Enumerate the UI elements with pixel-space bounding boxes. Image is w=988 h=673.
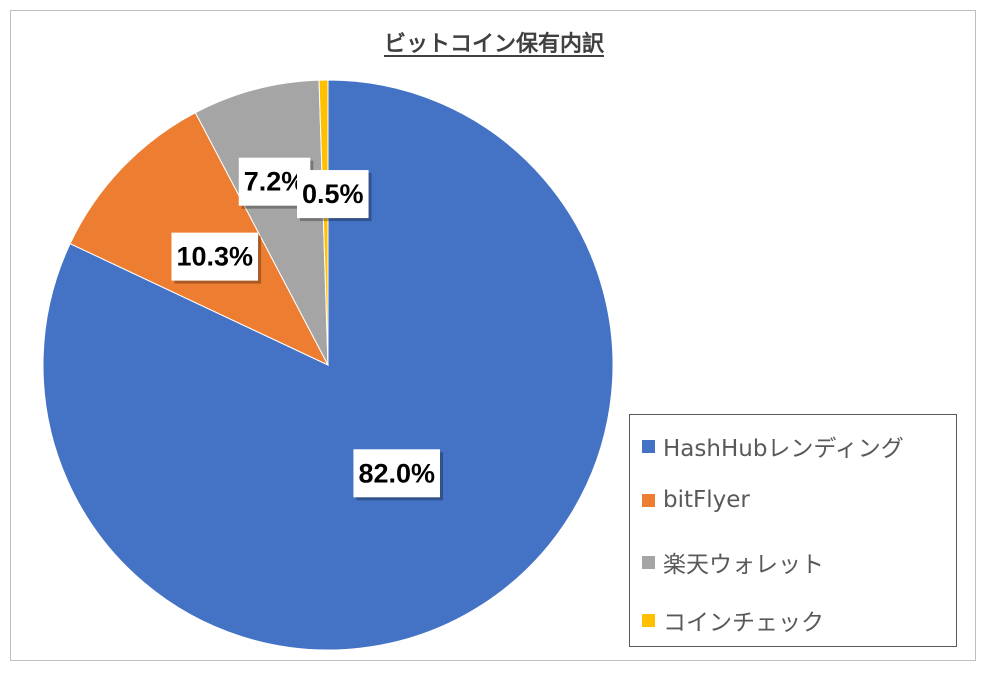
legend-label: HashHubレンディング (663, 436, 904, 462)
legend-label: bitFlyer (663, 487, 750, 513)
legend-swatch (642, 439, 655, 453)
legend-swatch (642, 493, 655, 507)
data-label-2: 10.3% (171, 232, 262, 284)
data-label-4: 0.5% (297, 170, 372, 222)
legend-item-2: bitFlyer (642, 487, 750, 513)
legend-item-1: HashHubレンディング (642, 429, 904, 463)
legend-item-3: 楽天ウォレット (642, 545, 824, 579)
legend-swatch (642, 555, 655, 569)
legend-label: 楽天ウォレット (663, 552, 824, 578)
legend-swatch (642, 613, 655, 627)
svg-text:0.5%: 0.5% (302, 179, 364, 209)
svg-text:10.3%: 10.3% (176, 242, 253, 272)
legend: HashHubレンディング bitFlyer 楽天ウォレット コインチェック (629, 414, 957, 647)
svg-text:82.0%: 82.0% (358, 458, 435, 488)
legend-label: コインチェック (663, 610, 824, 636)
legend-item-4: コインチェック (642, 603, 824, 637)
pie-slices (42, 79, 614, 651)
data-label-1: 82.0% (353, 449, 444, 501)
chart-title: ビットコイン保有内訳 (383, 32, 604, 57)
pie-data-labels: 82.0% 10.3% 7.2%0.5% (171, 157, 444, 501)
pie-slice-3 (194, 79, 329, 366)
pie-slice-4 (318, 79, 329, 366)
svg-text:7.2%: 7.2% (244, 167, 306, 197)
